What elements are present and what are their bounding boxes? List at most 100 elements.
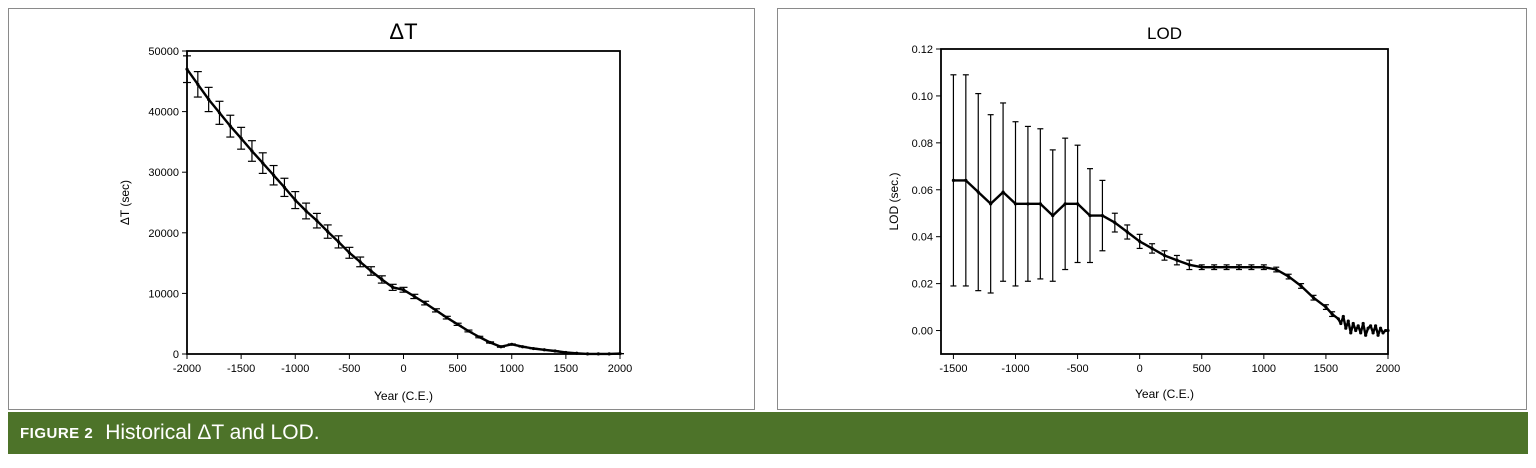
data-point	[369, 269, 373, 273]
data-point	[989, 202, 993, 206]
data-point	[951, 178, 956, 182]
data-point	[1344, 326, 1348, 330]
y-tick-label: 0.06	[912, 185, 933, 197]
y-axis-label: ΔT (sec)	[118, 180, 132, 225]
data-point	[1125, 230, 1129, 234]
y-tick-label: 0.08	[912, 138, 933, 150]
chart-title: ΔT	[389, 19, 417, 44]
data-point	[326, 229, 330, 234]
data-point	[293, 198, 297, 202]
data-point	[1341, 314, 1345, 319]
data-point	[618, 352, 622, 356]
data-point	[1262, 265, 1266, 269]
data-point	[250, 149, 254, 153]
data-point	[207, 97, 211, 102]
data-point	[1383, 328, 1388, 333]
data-point	[412, 294, 416, 299]
delta-t-chart-panel: ΔT -2000 -1500 -1000 -500 0 500 1000 1500 2000 0 10…	[8, 8, 755, 410]
data-point	[1369, 324, 1373, 328]
data-point	[358, 260, 362, 264]
lod-chart-panel: LOD -1500 -1000 -500 0 500 1000 1500 2000 0.00 0.0…	[777, 8, 1527, 410]
data-point	[1175, 258, 1179, 262]
data-point	[1063, 202, 1067, 206]
figure-caption-bar: FIGURE 2 Historical ΔT and LOD.	[8, 412, 1528, 454]
data-point	[964, 178, 968, 182]
figure-label: FIGURE 2	[20, 424, 94, 442]
y-tick-label: 0.04	[912, 232, 933, 244]
data-point	[1212, 265, 1216, 269]
data-point	[1364, 333, 1368, 337]
x-tick-label: -1000	[1001, 363, 1029, 375]
data-point	[1324, 305, 1328, 309]
data-point	[1336, 317, 1340, 321]
data-point	[336, 240, 341, 244]
data-point	[1354, 328, 1358, 333]
y-tick-label: 0	[173, 349, 179, 361]
data-point	[488, 340, 492, 345]
x-tick-label: 0	[400, 363, 406, 375]
data-point	[1299, 284, 1303, 288]
y-tick-label: 0.02	[912, 279, 933, 291]
data-point	[391, 285, 395, 289]
data-point	[553, 349, 557, 353]
x-tick-label: -1500	[939, 363, 967, 375]
data-point	[185, 67, 189, 71]
data-point	[585, 352, 590, 356]
x-tick-label: 500	[1193, 363, 1211, 375]
data-point	[531, 346, 536, 351]
data-point	[1366, 326, 1370, 330]
data-point	[1330, 312, 1334, 316]
data-point	[380, 277, 384, 282]
data-point	[1361, 321, 1365, 326]
x-tick-label: 1000	[1252, 363, 1276, 375]
data-point	[466, 329, 471, 333]
data-point	[1356, 324, 1360, 328]
data-point	[1162, 253, 1167, 258]
data-point	[607, 352, 611, 356]
data-point	[1349, 331, 1353, 335]
data-point	[1026, 202, 1030, 206]
data-point	[434, 308, 438, 312]
data-point	[1376, 333, 1380, 337]
x-tick-label: 1500	[1314, 363, 1338, 375]
plot-area-frame	[186, 50, 621, 355]
data-point	[315, 219, 319, 223]
y-tick-label: 0.10	[912, 91, 933, 103]
data-point	[304, 209, 308, 213]
data-point	[1274, 267, 1278, 272]
data-point	[261, 161, 265, 165]
data-point	[499, 345, 503, 349]
x-tick-label: -2000	[173, 363, 201, 375]
data-point	[1386, 328, 1390, 333]
data-point	[976, 190, 980, 194]
data-point	[1038, 202, 1042, 206]
y-tick-label: 50000	[148, 46, 179, 58]
x-tick-label: 500	[448, 363, 466, 375]
data-point	[456, 322, 460, 326]
data-point	[1088, 213, 1092, 218]
x-tick-label: -500	[1067, 363, 1089, 375]
data-point	[1150, 246, 1154, 251]
data-point	[1237, 265, 1241, 269]
data-point	[520, 345, 525, 349]
lod-chart: LOD -1500 -1000 -500 0 500 1000 1500 2000 0.00 0.0…	[887, 24, 1400, 401]
data-point	[282, 185, 287, 189]
data-point	[1075, 202, 1080, 206]
data-point	[1051, 213, 1055, 218]
data-point	[347, 251, 351, 255]
data-point	[239, 136, 243, 140]
x-axis-label: Year (C.E.)	[374, 389, 433, 403]
data-point	[596, 352, 600, 356]
y-tick-label: 40000	[148, 107, 179, 119]
x-tick-label: -500	[338, 363, 360, 375]
y-tick-label: 10000	[148, 288, 179, 300]
series-line	[186, 68, 621, 356]
y-axis-label: LOD (sec.)	[887, 172, 901, 230]
data-point	[1359, 331, 1363, 335]
data-point	[1187, 263, 1191, 267]
x-tick-label: 1500	[554, 363, 578, 375]
x-tick-label: 1000	[500, 363, 524, 375]
data-point	[575, 351, 579, 355]
data-point	[1373, 324, 1378, 328]
data-point	[1287, 274, 1291, 279]
